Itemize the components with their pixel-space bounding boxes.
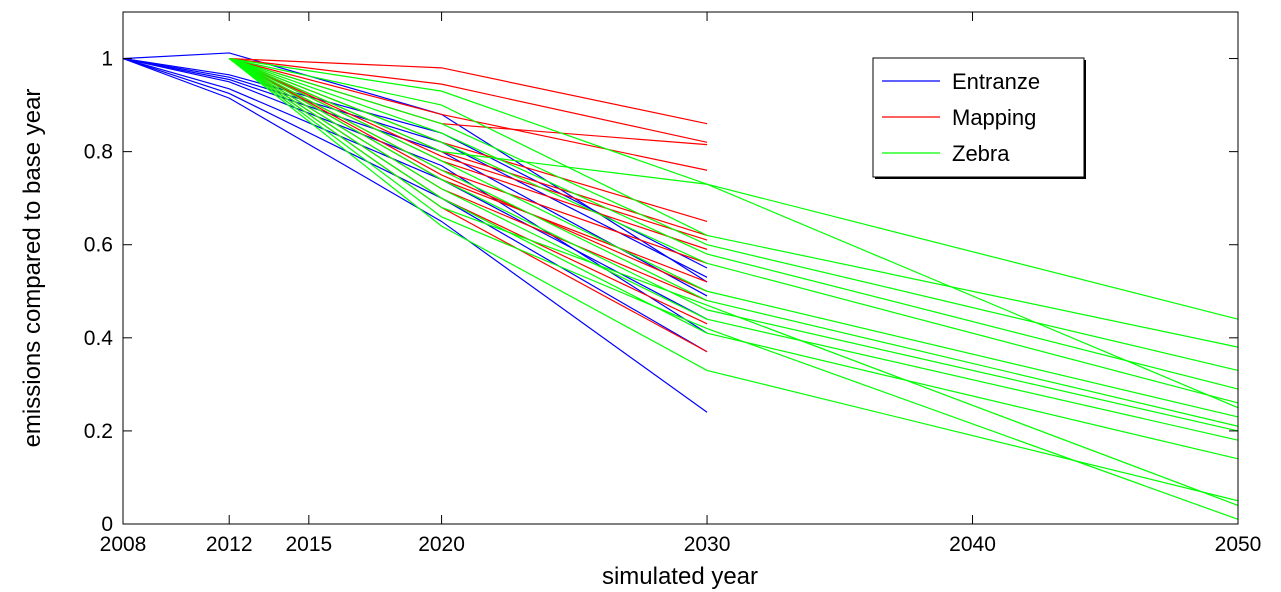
series-line-zebra-28 — [228, 58, 1239, 418]
series-line-entranze-5 — [122, 57, 708, 413]
series-line-mapping-21 — [228, 58, 708, 292]
series-line-mapping-8 — [229, 57, 708, 125]
x-axis-label: simulated year — [602, 563, 758, 590]
plot-frame — [122, 11, 1239, 525]
x-tick-label: 2020 — [418, 533, 465, 556]
series-line-entranze-1 — [122, 57, 708, 269]
series-line-zebra-30 — [228, 58, 1239, 432]
y-tick-label: 0.8 — [84, 141, 113, 164]
series-line-zebra-32 — [228, 58, 1239, 460]
x-tick-label: 2008 — [100, 533, 147, 556]
series-line-mapping-9 — [229, 57, 708, 143]
y-tick-label: 1 — [101, 48, 113, 71]
series-line-zebra-22 — [229, 57, 1239, 320]
y-tick-label: 0.6 — [84, 234, 113, 257]
y-axis-ticks: 0 0.2 0.4 0.6 0.8 1 — [84, 48, 1238, 536]
y-tick-label: 0.2 — [84, 420, 113, 443]
series-line-zebra-24 — [229, 57, 1239, 371]
axes-frame — [122, 11, 1239, 525]
series-lines — [122, 52, 1239, 520]
y-tick-label: 0.4 — [84, 327, 114, 350]
series-line-zebra-33 — [228, 58, 1239, 506]
series-line-zebra-31 — [228, 58, 1239, 441]
x-tick-label: 2015 — [285, 533, 332, 556]
series-line-zebra-25 — [228, 57, 1239, 390]
series-line-zebra-26 — [228, 57, 1239, 404]
series-line-entranze-4 — [122, 57, 708, 353]
legend-label-zebra: Zebra — [952, 141, 1010, 166]
series-line-mapping-11 — [229, 57, 708, 171]
series-line-mapping-20 — [228, 58, 708, 241]
series-line-zebra-29 — [228, 58, 1239, 427]
x-tick-label: 2040 — [949, 533, 996, 556]
x-axis-ticks: 2008 2012 2015 2020 2030 2040 2050 — [100, 12, 1262, 556]
y-tick-label: 0 — [101, 513, 113, 536]
series-line-entranze-2 — [122, 57, 708, 297]
x-tick-label: 2012 — [206, 533, 253, 556]
series-line-zebra-34 — [228, 58, 1239, 520]
legend-label-mapping: Mapping — [952, 105, 1036, 130]
legend-label-entranze: Entranze — [952, 69, 1040, 94]
series-line-zebra-27 — [228, 58, 1239, 409]
y-axis-label: emissions compared to base year — [19, 89, 46, 448]
legend: Entranze Mapping Zebra — [872, 57, 1086, 179]
x-tick-label: 2030 — [684, 533, 731, 556]
series-line-zebra-35 — [228, 58, 1239, 502]
x-tick-label: 2050 — [1215, 533, 1262, 556]
series-line-zebra-23 — [229, 57, 1239, 348]
